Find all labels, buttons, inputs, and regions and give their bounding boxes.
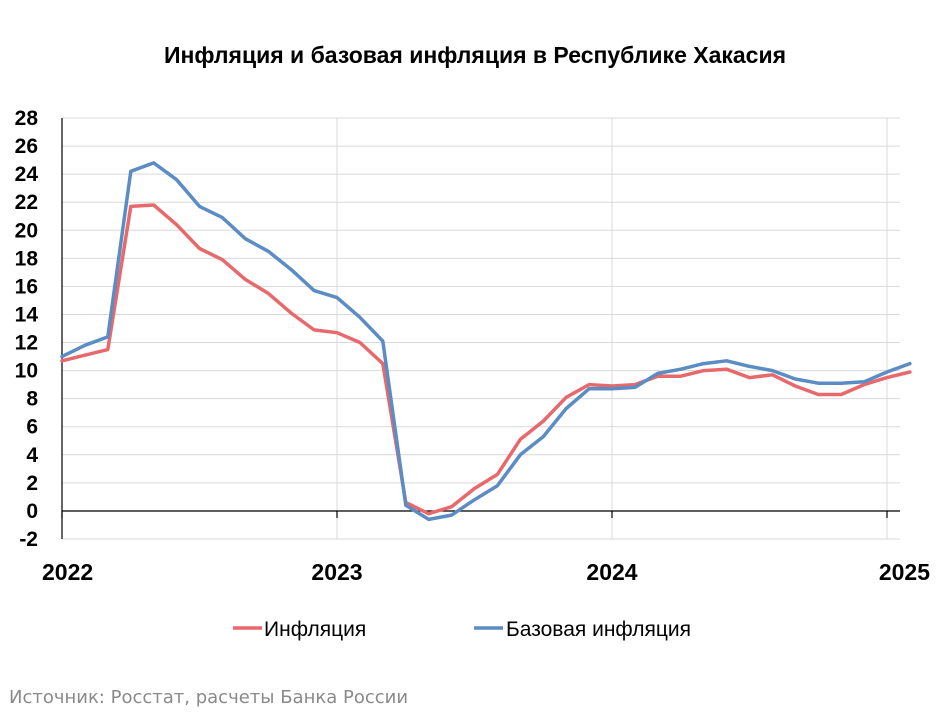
series-lines	[60, 161, 912, 522]
chart-title: Инфляция и базовая инфляция в Республике…	[164, 42, 786, 68]
y-tick-label: 8	[26, 388, 38, 411]
series-line-inflation	[60, 203, 912, 516]
y-tick-label: 26	[15, 135, 38, 158]
source-note: Источник: Росстат, расчеты Банка России	[9, 687, 408, 708]
y-tick-label: 24	[15, 163, 39, 186]
legend-label-inflation: Инфляция	[264, 618, 366, 641]
y-tick-label: 20	[15, 219, 38, 242]
x-tick-label: 2024	[586, 559, 637, 585]
x-tick-label: 2025	[879, 559, 930, 585]
grid-lines	[62, 117, 900, 540]
legend-label-core: Базовая инфляция	[506, 618, 691, 641]
legend: Инфляция Базовая инфляция	[233, 618, 691, 641]
y-tick-label: 4	[26, 444, 38, 467]
x-tick-label: 2022	[42, 559, 93, 585]
y-tick-label: 6	[26, 416, 38, 439]
y-tick-label: 14	[15, 303, 39, 326]
y-tick-label: 12	[15, 332, 38, 355]
y-tick-label: 28	[15, 107, 39, 130]
series-line-core-inflation	[60, 161, 912, 522]
y-tick-label: 0	[26, 500, 38, 523]
y-tick-label: 10	[15, 360, 38, 383]
x-tick-label: 2023	[311, 559, 362, 585]
y-tick-label: 22	[15, 191, 38, 214]
y-tick-label: 18	[15, 247, 39, 270]
y-tick-label: 2	[26, 472, 38, 495]
y-tick-label: 16	[15, 275, 38, 298]
y-tick-label: -2	[19, 528, 38, 551]
x-axis	[61, 118, 900, 539]
x-axis-ticks: 2022 2023 2024 2025	[42, 511, 930, 585]
